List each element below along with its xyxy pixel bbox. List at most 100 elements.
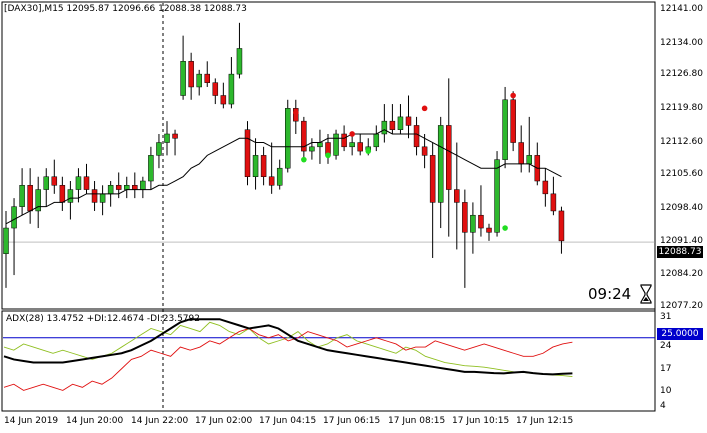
bar-timer: 09:24 <box>588 285 632 303</box>
signal-dot-sell <box>510 92 516 99</box>
candle-body <box>115 185 122 190</box>
candle-body <box>156 142 162 156</box>
candle-body <box>51 176 58 186</box>
candle-body <box>188 61 194 88</box>
candle-body <box>244 129 251 177</box>
time-tick: 17 Jun 02:00 <box>195 416 253 426</box>
candle-body <box>236 48 243 75</box>
candle-body <box>413 125 420 148</box>
adx-tick: 24 <box>660 341 672 351</box>
candle-body <box>470 214 476 233</box>
candle-body <box>148 155 154 182</box>
candle-body <box>268 176 275 186</box>
candle-body <box>397 116 404 130</box>
price-tick: 12091.40 <box>660 236 703 246</box>
candle-body <box>132 185 138 190</box>
candle-body <box>27 185 33 212</box>
candle-body <box>172 133 178 139</box>
adx-indicator-plot[interactable] <box>3 318 655 391</box>
adx-level-label: 25.0000 <box>657 328 703 340</box>
candle-body <box>252 155 259 177</box>
price-tick: 12105.60 <box>660 169 703 179</box>
price-tick: 12134.00 <box>660 38 703 48</box>
time-tick: 17 Jun 06:15 <box>323 416 381 426</box>
candle-body <box>421 146 428 156</box>
adx-tick: 31 <box>660 312 672 322</box>
candle-body <box>446 125 452 190</box>
candle-body <box>405 116 412 126</box>
candle-body <box>164 133 170 143</box>
candle-body <box>381 120 388 135</box>
candle-body <box>486 227 492 233</box>
candle-body <box>558 210 565 242</box>
candle-body <box>11 206 17 229</box>
time-tick: 17 Jun 08:15 <box>388 416 446 426</box>
candle-body <box>67 189 74 203</box>
candle-body <box>59 185 66 203</box>
candle-body <box>3 227 9 254</box>
candle-body <box>212 82 219 96</box>
time-tick: 14 Jun 20:00 <box>66 416 124 426</box>
candle-body <box>373 133 380 148</box>
signal-dot-buy <box>502 225 508 231</box>
candle-body <box>309 146 315 152</box>
candle-body <box>75 176 82 190</box>
candle-body <box>478 214 484 229</box>
signal-dot-sell <box>349 131 355 137</box>
price-tick: 12119.80 <box>660 103 703 113</box>
candle-body <box>43 176 49 190</box>
candle-body <box>429 155 436 203</box>
candle-body <box>124 185 130 190</box>
price-tick: 12077.20 <box>660 301 703 311</box>
signal-dot-buy <box>365 148 372 154</box>
candle-body <box>140 180 146 190</box>
candle-body <box>526 155 532 165</box>
candle-body <box>107 185 114 195</box>
candle-body <box>276 167 283 186</box>
candle-body <box>437 125 444 203</box>
candle-body <box>349 142 355 148</box>
hourglass-icon <box>640 284 652 304</box>
adx-line <box>3 318 573 376</box>
time-tick: 14 Jun 2019 <box>4 416 59 426</box>
candle-body <box>180 61 186 96</box>
candle-body <box>317 142 323 148</box>
moving-average-line <box>5 129 562 225</box>
candle-body <box>341 133 347 148</box>
candle-body <box>99 193 106 203</box>
minus-di-line <box>3 327 573 391</box>
adx-tick: 17 <box>660 364 672 374</box>
price-tick: 12126.80 <box>660 69 703 79</box>
candle-body <box>220 95 227 105</box>
candle-body <box>389 120 396 130</box>
candle-body <box>333 133 339 156</box>
signal-dot-sell <box>421 105 428 112</box>
candle-body <box>196 73 202 88</box>
chart-header: [DAX30],M15 12095.87 12096.66 12088.38 1… <box>4 4 247 14</box>
adx-header: ADX(28) 13.4752 +DI:12.4674 -DI:23.5792 <box>6 314 200 324</box>
candle-body <box>204 73 210 83</box>
price-tick: 12098.40 <box>660 203 703 213</box>
price-tick: 12112.60 <box>660 137 703 147</box>
candle-body <box>502 99 508 160</box>
candle-body <box>19 185 25 207</box>
candle-body <box>285 108 291 169</box>
candle-body <box>260 155 267 177</box>
candle-body <box>228 73 235 105</box>
price-tick: 12084.20 <box>660 269 703 279</box>
signal-dot-sell <box>293 109 299 116</box>
candle-body <box>83 176 90 190</box>
candle-body <box>494 159 500 233</box>
signal-dot-buy <box>301 156 307 163</box>
candle-body <box>301 120 307 152</box>
candle-body <box>454 189 460 203</box>
candle-body <box>550 193 557 212</box>
time-tick: 17 Jun 04:15 <box>259 416 317 426</box>
candle-body <box>542 180 549 195</box>
candle-body <box>35 189 41 212</box>
time-tick: 17 Jun 10:15 <box>452 416 510 426</box>
candle-body <box>91 189 98 203</box>
adx-tick: 10 <box>660 386 672 396</box>
price-plot[interactable] <box>3 22 655 288</box>
